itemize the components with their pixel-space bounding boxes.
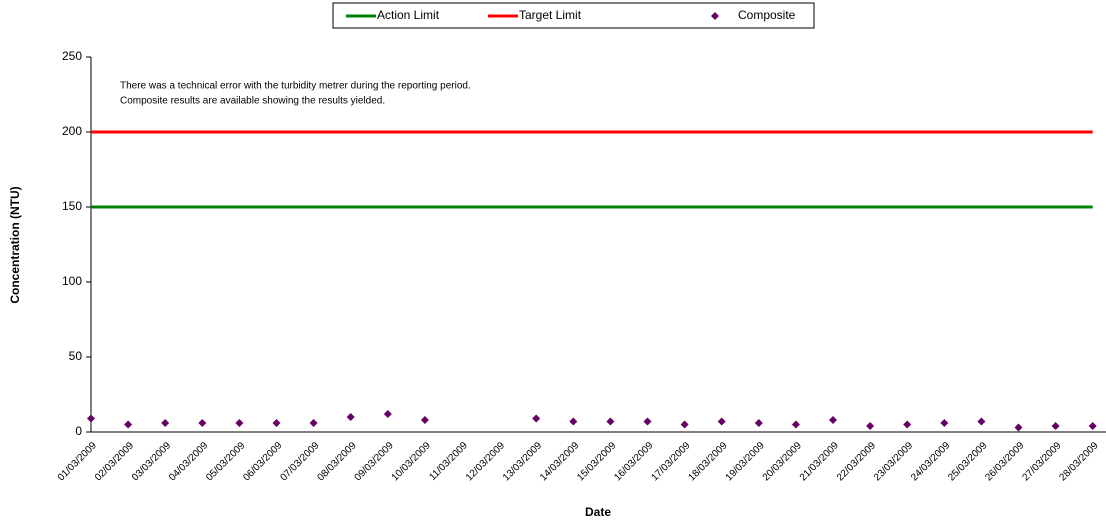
y-tick-label: 200 [62, 124, 82, 138]
legend-label: Action Limit [377, 8, 440, 22]
legend-label: Composite [738, 8, 796, 22]
data-point [754, 419, 763, 427]
data-point [829, 416, 837, 424]
data-point [346, 413, 355, 421]
annotation: There was a technical error with the tur… [120, 81, 471, 92]
x-tick-label: 03/03/2009 [130, 440, 173, 483]
legend-box [332, 2, 815, 29]
y-axis-title: Concentration (NTU) [8, 186, 22, 303]
data-point [569, 417, 578, 426]
data-point [383, 410, 392, 418]
y-tick-label: 50 [69, 349, 83, 363]
x-tick-label: 13/03/2009 [501, 440, 544, 483]
y-tick-label: 250 [62, 49, 82, 63]
x-tick-label: 28/03/2009 [1058, 440, 1101, 483]
x-tick-label: 20/03/2009 [761, 440, 804, 483]
data-point [309, 419, 318, 427]
x-tick-label: 05/03/2009 [204, 440, 247, 483]
annotation: Composite results are available showing … [120, 96, 385, 107]
data-point [87, 414, 95, 423]
x-tick-label: 10/03/2009 [390, 440, 433, 483]
data-point [1088, 422, 1097, 430]
data-point [903, 420, 912, 429]
x-tick-label: 25/03/2009 [946, 440, 989, 483]
data-point [1051, 422, 1060, 430]
legend-label: Target Limit [519, 8, 582, 22]
data-point [791, 420, 800, 429]
data-point [161, 419, 170, 427]
data-point [420, 416, 429, 424]
data-point [977, 417, 986, 426]
data-point [1014, 423, 1023, 432]
data-point [532, 414, 541, 423]
data-point [198, 419, 207, 427]
x-tick-label: 15/03/2009 [575, 440, 618, 483]
x-tick-label: 18/03/2009 [687, 440, 730, 483]
data-point [866, 422, 875, 430]
y-tick-label: 0 [75, 424, 82, 438]
data-point [124, 420, 133, 429]
legend-swatch [711, 12, 719, 20]
x-axis-title: Date [585, 505, 611, 519]
data-point [272, 419, 281, 427]
x-tick-label: 23/03/2009 [872, 440, 915, 483]
x-tick-label: 08/03/2009 [316, 440, 359, 483]
data-point [680, 420, 689, 429]
y-tick-label: 150 [62, 199, 82, 213]
y-tick-label: 100 [62, 274, 82, 288]
data-point [940, 419, 949, 427]
data-point [717, 417, 726, 426]
data-point [606, 417, 615, 426]
data-point [643, 417, 652, 426]
data-point [235, 419, 244, 427]
